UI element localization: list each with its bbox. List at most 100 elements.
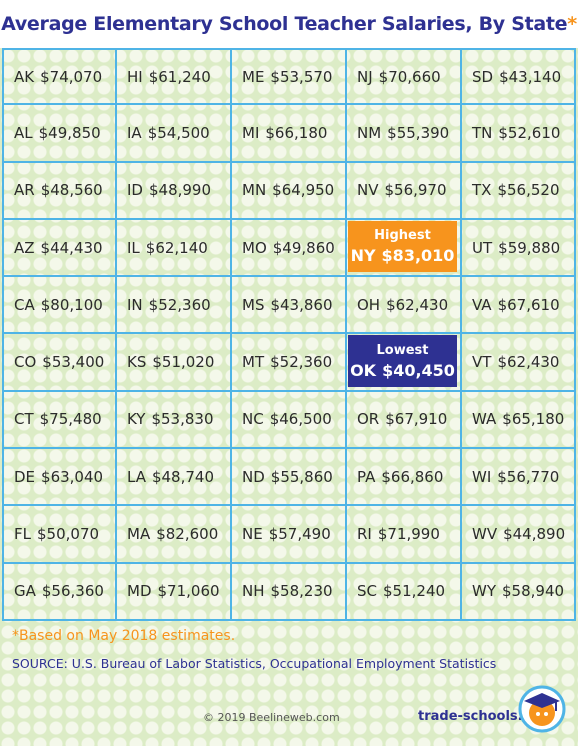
salary-value: $56,360 [41, 582, 104, 601]
state-code: CT [14, 410, 34, 429]
state-code: WV [472, 525, 498, 544]
state-code: AK [14, 67, 35, 86]
salary-cell-ga: GA $56,360 [2, 563, 117, 621]
state-code: NJ [357, 67, 373, 86]
title-bar: Average Elementary School Teacher Salari… [0, 0, 578, 48]
salary-value: $43,860 [270, 295, 333, 314]
salary-cell-ne: NE $57,490 [232, 506, 347, 564]
salary-cell-mi: MI $66,180 [232, 105, 347, 163]
state-code: ID [127, 181, 143, 200]
lowest-value: OK $40,450 [350, 361, 455, 380]
salary-value: $54,500 [147, 123, 210, 142]
salary-value: $80,100 [40, 295, 103, 314]
state-code: KY [127, 410, 146, 429]
salary-value: $56,970 [384, 181, 447, 200]
salary-cell-ia: IA $54,500 [117, 105, 232, 163]
salary-cell-nj: NJ $70,660 [347, 48, 462, 106]
lowest-callout-cell: Lowest OK $40,450 [347, 334, 462, 392]
state-code: GA [14, 582, 36, 601]
salary-cell-nh: NH $58,230 [232, 563, 347, 621]
state-code: PA [357, 467, 376, 486]
salary-cell-de: DE $63,040 [2, 449, 117, 507]
salary-value: $53,830 [151, 410, 214, 429]
salary-value: $62,430 [497, 353, 560, 372]
state-code: IA [127, 123, 142, 142]
salary-value: $52,610 [498, 123, 561, 142]
salary-value: $66,860 [381, 467, 444, 486]
state-code: MO [242, 238, 267, 257]
salary-cell-ut: UT $59,880 [462, 219, 576, 278]
salary-value: $59,880 [498, 238, 561, 257]
salary-cell-wi: WI $56,770 [462, 449, 576, 507]
salary-value: $64,950 [272, 181, 335, 200]
salary-table: AK $74,070 HI $61,240 ME $53,570 NJ $70,660 SD $4… [2, 48, 576, 621]
salary-value: $63,040 [41, 467, 104, 486]
salary-cell-mn: MN $64,950 [232, 162, 347, 220]
salary-cell-mt: MT $52,360 [232, 334, 347, 392]
salary-cell-ca: CA $80,100 [2, 277, 117, 335]
salary-value: $56,770 [497, 467, 560, 486]
salary-cell-nm: NM $55,390 [347, 105, 462, 163]
state-code: CA [14, 295, 35, 314]
state-code: WY [472, 582, 496, 601]
salary-cell-md: MD $71,060 [117, 563, 232, 621]
chart-title: Average Elementary School Teacher Salari… [1, 13, 577, 35]
salary-cell-az: AZ $44,430 [2, 219, 117, 278]
state-code: LA [127, 467, 146, 486]
salary-value: $67,610 [497, 295, 560, 314]
state-code: UT [472, 238, 493, 257]
salary-cell-hi: HI $61,240 [117, 48, 232, 106]
salary-value: $61,240 [148, 67, 211, 86]
salary-cell-va: VA $67,610 [462, 277, 576, 335]
title-text: Average Elementary School Teacher Salari… [1, 13, 568, 35]
highest-label: Highest [374, 228, 431, 244]
state-code: MS [242, 295, 265, 314]
salary-value: $52,360 [148, 295, 211, 314]
salary-cell-tn: TN $52,610 [462, 105, 576, 163]
salary-value: $50,070 [37, 525, 100, 544]
state-code: IN [127, 295, 143, 314]
salary-cell-ms: MS $43,860 [232, 277, 347, 335]
highest-state: NY [350, 246, 376, 266]
salary-cell-la: LA $48,740 [117, 449, 232, 507]
state-code: VT [472, 353, 492, 372]
state-code: OR [357, 410, 380, 429]
salary-value: $70,660 [378, 67, 441, 86]
state-code: MD [127, 582, 152, 601]
salary-value: $48,560 [40, 181, 103, 200]
highest-value: NY $83,010 [351, 246, 455, 265]
salary-value: $74,070 [40, 67, 103, 86]
state-code: MN [242, 181, 267, 200]
salary-value: $51,020 [152, 353, 215, 372]
salary-cell-mo: MO $49,860 [232, 219, 347, 278]
state-code: SC [357, 582, 377, 601]
highest-amount: $83,010 [381, 246, 455, 266]
salary-value: $71,060 [157, 582, 220, 601]
salary-cell-oh: OH $62,430 [347, 277, 462, 335]
salary-value: $53,400 [42, 353, 105, 372]
salary-value: $65,180 [502, 410, 565, 429]
salary-value: $46,500 [269, 410, 332, 429]
source-note: SOURCE: U.S. Bureau of Labor Statistics,… [12, 656, 497, 671]
state-code: DE [14, 467, 36, 486]
salary-value: $71,990 [377, 525, 440, 544]
state-code: NE [242, 525, 263, 544]
highest-callout-cell: Highest NY $83,010 [347, 219, 462, 278]
state-code: RI [357, 525, 372, 544]
salary-cell-nv: NV $56,970 [347, 162, 462, 220]
salary-value: $62,140 [145, 238, 208, 257]
salary-cell-me: ME $53,570 [232, 48, 347, 106]
state-code: NH [242, 582, 265, 601]
state-code: IL [127, 238, 140, 257]
salary-cell-nd: ND $55,860 [232, 449, 347, 507]
salary-cell-ks: KS $51,020 [117, 334, 232, 392]
state-code: MT [242, 353, 265, 372]
salary-cell-ri: RI $71,990 [347, 506, 462, 564]
brand-link[interactable]: trade-schools.net [418, 709, 547, 724]
salary-value: $56,520 [497, 181, 560, 200]
state-code: NV [357, 181, 379, 200]
salary-cell-ar: AR $48,560 [2, 162, 117, 220]
salary-cell-co: CO $53,400 [2, 334, 117, 392]
salary-value: $49,860 [272, 238, 335, 257]
